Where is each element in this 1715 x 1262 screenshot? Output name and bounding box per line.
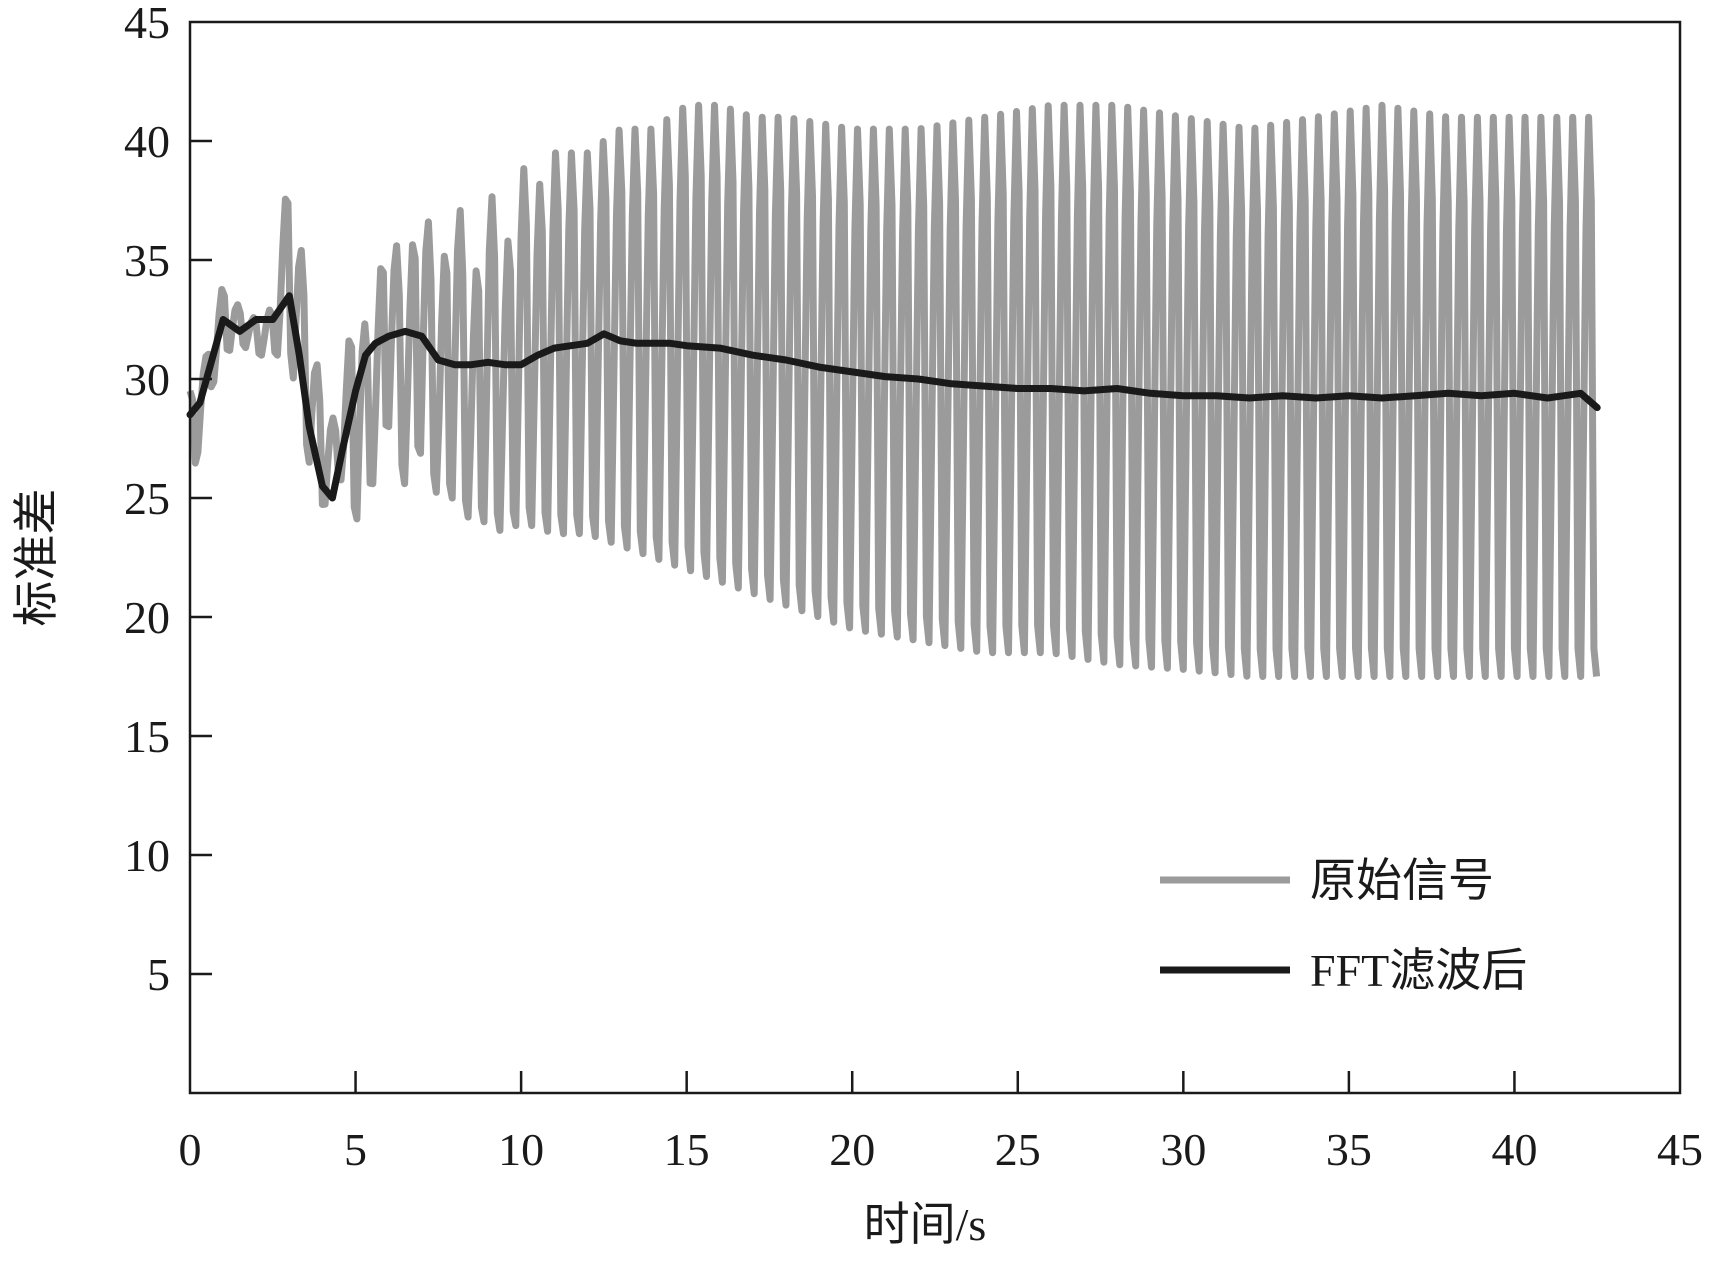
y-tick-label: 15 (124, 711, 170, 762)
y-tick-label: 10 (124, 830, 170, 881)
x-tick-label: 25 (995, 1124, 1041, 1175)
y-tick-label: 35 (124, 235, 170, 286)
legend: 原始信号 FFT滤波后 (1160, 855, 1527, 996)
y-axis-ticks: 5 10 15 20 25 30 35 40 45 (124, 0, 212, 1000)
x-axis-ticks: 0 5 10 15 20 25 30 35 40 45 (179, 1071, 1703, 1175)
y-tick-label: 25 (124, 473, 170, 524)
raw-signal-line (186, 101, 1601, 680)
y-tick-label: 30 (124, 354, 170, 405)
legend-label-fft-filtered: FFT滤波后 (1310, 945, 1527, 996)
fft-filtered-series (186, 292, 1601, 502)
x-tick-label: 5 (344, 1124, 367, 1175)
y-tick-label: 45 (124, 0, 170, 48)
x-tick-label: 20 (829, 1124, 875, 1175)
x-tick-label: 30 (1160, 1124, 1206, 1175)
y-tick-label: 40 (124, 116, 170, 167)
x-axis-title: 时间/s (864, 1199, 987, 1250)
plot-frame (188, 20, 1682, 1095)
x-tick-label: 35 (1326, 1124, 1372, 1175)
x-tick-label: 15 (664, 1124, 710, 1175)
raw-signal-series (186, 101, 1601, 680)
y-axis-title: 标准差 (11, 489, 62, 627)
y-tick-label: 20 (124, 592, 170, 643)
legend-label-raw-signal: 原始信号 (1310, 855, 1494, 906)
x-tick-label: 10 (498, 1124, 544, 1175)
y-tick-label: 5 (147, 949, 170, 1000)
fft-filtered-line (186, 292, 1601, 502)
x-tick-label: 0 (179, 1124, 202, 1175)
x-tick-label: 40 (1491, 1124, 1537, 1175)
x-tick-label: 45 (1657, 1124, 1703, 1175)
